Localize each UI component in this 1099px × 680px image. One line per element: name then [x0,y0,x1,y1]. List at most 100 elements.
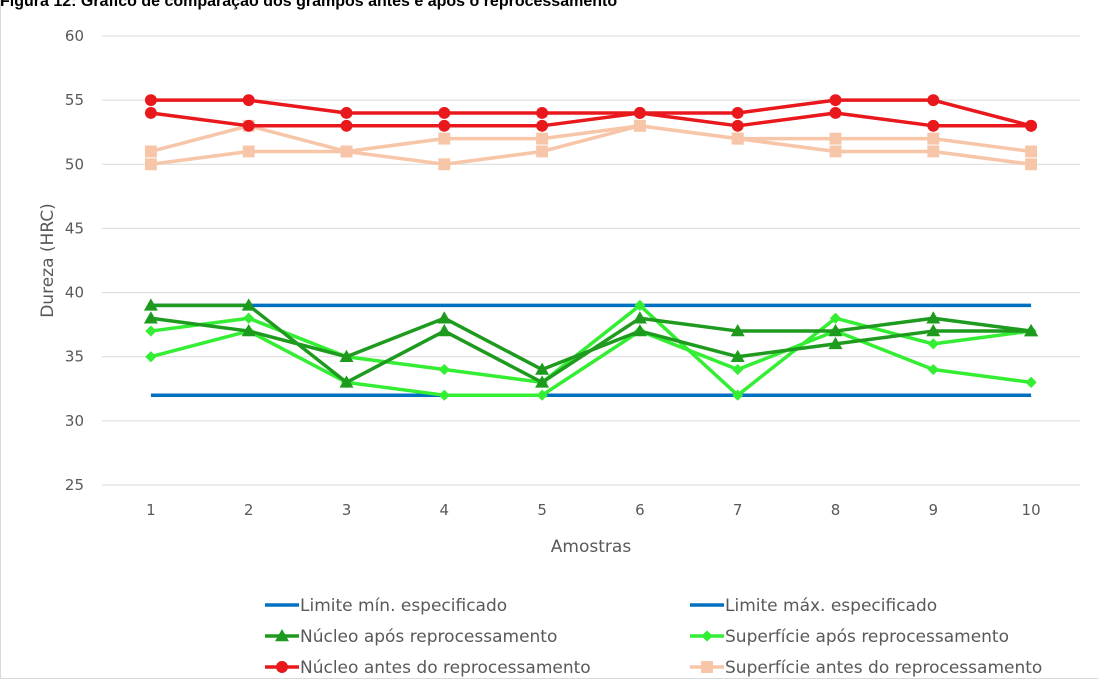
data-point [438,363,450,376]
legend-item: Limite máx. especificado [690,596,937,616]
data-point [143,298,158,311]
x-tick-label: 1 [146,501,156,519]
legend-label: Limite máx. especificado [725,596,937,616]
data-point [1025,119,1038,132]
series-3 [143,311,1039,375]
data-point [731,107,744,119]
data-point [829,145,842,158]
data-point [241,298,256,311]
data-point [927,132,940,145]
data-point [437,311,452,324]
data-point [536,389,548,401]
data-point [828,336,843,350]
data-series [143,94,1039,401]
legend-item: Núcleo após reprocessamento [265,627,557,647]
series-9 [144,119,1038,171]
data-point [536,119,549,132]
data-point [927,363,939,376]
data-point [632,311,647,324]
data-point [732,389,744,401]
data-point [340,145,353,158]
data-point [634,299,646,311]
data-point [633,119,646,132]
figure-caption: Figura 12: Gráfico de comparação dos gra… [0,0,618,10]
data-point [732,363,744,376]
x-axis-title: Amostras [551,537,632,557]
x-tick-label: 3 [342,501,352,519]
data-point [927,145,940,158]
data-point [926,324,941,337]
x-tick-label: 4 [440,501,450,519]
series-line [150,316,1032,372]
data-point [926,311,941,324]
data-point [339,349,354,362]
data-point [340,119,353,132]
data-point [438,389,450,401]
data-point [242,119,255,132]
x-tick-label: 2 [244,501,254,519]
data-point [701,630,713,642]
data-point [536,107,549,119]
data-point [241,324,256,337]
y-tick-label: 30 [65,412,84,430]
legend-label: Limite mín. especificado [300,596,507,616]
y-tick-label: 55 [65,91,84,109]
y-tick-label: 60 [65,27,84,45]
data-point [276,661,288,673]
data-point [535,362,550,375]
data-point [143,311,158,324]
y-tick-label: 50 [65,155,84,173]
data-point [828,324,843,337]
x-tick-label: 6 [635,501,645,519]
data-point [730,349,745,362]
gridlines [102,35,1080,422]
data-point [145,351,157,363]
data-point [927,338,939,350]
data-point [536,145,549,158]
y-tick-label: 40 [65,284,84,302]
data-point [144,107,157,119]
series-7 [144,107,1038,132]
series-6 [144,94,1038,132]
legend-item: Superfície antes do reprocessamento [690,658,1042,678]
data-point [144,94,157,107]
legend-label: Núcleo antes do reprocessamento [300,658,591,678]
data-point [437,324,452,337]
data-point [1025,376,1037,388]
x-tick-label: 10 [1022,501,1041,519]
y-tick-label: 35 [65,348,84,366]
legend-item: Núcleo antes do reprocessamento [265,658,591,678]
data-point [536,132,549,145]
data-point [829,94,842,107]
data-point [144,158,157,171]
series-line [150,111,1032,128]
data-point [340,107,353,119]
data-point [145,325,157,337]
data-point [1025,158,1038,171]
series-line [150,329,1032,397]
data-point [927,94,940,107]
legend: Limite mín. especificado Limite máx. espe… [265,596,1042,678]
data-point [243,312,255,324]
legend-item: Superfície após reprocessamento [690,627,1009,647]
y-tick-label: 45 [65,219,84,237]
x-tick-label: 9 [929,501,939,519]
data-point [927,119,940,132]
data-point [730,324,745,337]
data-point [829,312,842,324]
data-point [829,132,842,145]
data-point [242,145,255,158]
data-point [438,107,451,119]
data-point [731,132,744,145]
y-axis-title: Dureza (HRC) [38,203,58,318]
data-point [1024,324,1039,337]
data-point [1025,145,1038,158]
data-point [242,94,255,107]
data-point [535,375,550,388]
x-tick-label: 7 [733,501,743,519]
x-axis-ticks: 1 2 3 4 5 6 7 8 9 10 [146,501,1041,519]
data-point [632,324,647,337]
data-point [731,119,744,132]
